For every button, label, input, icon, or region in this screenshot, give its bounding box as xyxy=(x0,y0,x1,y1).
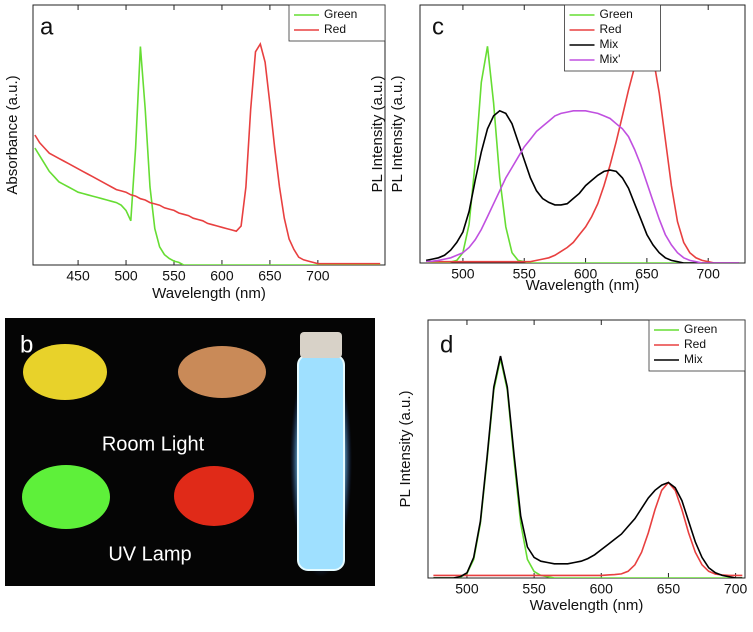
red-powder xyxy=(174,466,254,526)
spectrum-line xyxy=(426,110,739,263)
legend-label: Green xyxy=(324,7,357,21)
plot-lines xyxy=(425,42,739,263)
x-tick-label: 600 xyxy=(590,581,614,597)
plot-lines xyxy=(34,41,381,265)
x-tick-label: 550 xyxy=(162,268,186,284)
y-axis-label: PL Intensity (a.u.) xyxy=(369,75,386,192)
yellow-powder xyxy=(23,344,107,400)
photo-caption: UV Lamp xyxy=(108,543,191,565)
x-tick-label: 500 xyxy=(114,268,138,284)
photo-caption: Room Light xyxy=(102,433,205,455)
x-axis-label: Wavelength (nm) xyxy=(530,597,644,614)
x-tick-label: 550 xyxy=(513,266,537,282)
spectrum-line xyxy=(34,46,381,265)
legend-label: Red xyxy=(324,22,346,36)
spectrum-line xyxy=(426,46,739,263)
y-axis-label: PL Intensity (a.u.) xyxy=(397,390,414,507)
panel-label: d xyxy=(440,331,453,358)
vial xyxy=(297,354,345,571)
x-tick-label: 500 xyxy=(455,581,479,597)
x-tick-label: 650 xyxy=(657,581,681,597)
y-axis-label: PL Intensity (a.u.) xyxy=(389,75,406,192)
spectrum-line xyxy=(433,481,743,577)
spectrum-line xyxy=(433,355,743,578)
x-tick-label: 500 xyxy=(451,266,475,282)
green-powder xyxy=(22,465,110,529)
x-axis-label: Wavelength (nm) xyxy=(526,277,640,294)
x-tick-label: 700 xyxy=(306,268,330,284)
legend-label: Green xyxy=(600,7,633,21)
plot-frame xyxy=(32,4,386,266)
spectrum-line xyxy=(425,109,739,263)
x-tick-label: 600 xyxy=(574,266,598,282)
legend-label: Green xyxy=(684,322,717,336)
panel-label: b xyxy=(20,331,33,358)
x-tick-label: 700 xyxy=(697,266,721,282)
x-tick-label: 550 xyxy=(522,581,546,597)
legend-label: Mix' xyxy=(600,52,621,66)
x-axis-label: Wavelength (nm) xyxy=(152,285,266,302)
x-tick-label: 650 xyxy=(635,266,659,282)
x-tick-label: 650 xyxy=(258,268,282,284)
panel-label: c xyxy=(432,13,444,40)
legend-label: Mix xyxy=(684,352,703,366)
orange-powder xyxy=(178,346,266,398)
legend-label: Mix xyxy=(600,37,619,51)
panel-label: a xyxy=(40,13,54,40)
plot-lines xyxy=(433,355,743,578)
spectrum-line xyxy=(426,42,739,263)
legend-label: Red xyxy=(684,337,706,351)
legend-box xyxy=(288,4,386,42)
vial-cap xyxy=(300,332,342,358)
spectrum-line xyxy=(34,41,381,265)
x-tick-label: 600 xyxy=(210,268,234,284)
photo-panel: b Room Light UV Lamp xyxy=(5,318,375,586)
y-axis-label: Absorbance (a.u.) xyxy=(4,75,21,194)
legend-label: Red xyxy=(600,22,622,36)
x-tick-label: 700 xyxy=(724,581,748,597)
x-tick-label: 450 xyxy=(66,268,90,284)
